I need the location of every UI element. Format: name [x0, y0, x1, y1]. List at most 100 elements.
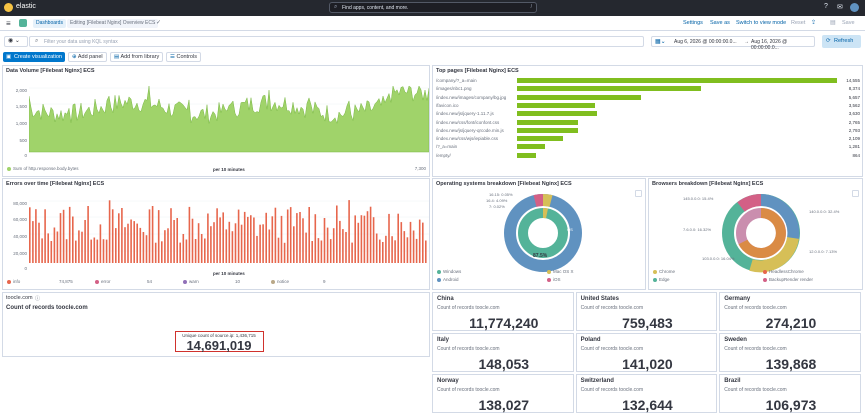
- add-from-library-button[interactable]: ▤ Add from library: [110, 52, 164, 62]
- y-tick: 40,000: [13, 234, 27, 239]
- reset-link[interactable]: Reset: [791, 20, 806, 26]
- error-bar: [142, 232, 145, 263]
- kql-search-input[interactable]: ⌕ Filter your data using KQL syntax: [29, 36, 644, 47]
- error-bar: [133, 221, 135, 263]
- date-end[interactable]: Aug 16, 2026 @ 00:00:00.0...: [751, 39, 788, 51]
- error-bar: [53, 227, 56, 263]
- error-bar: [151, 206, 154, 263]
- metric-tile[interactable]: China Count of records toocle.com 11,774,2…: [432, 292, 574, 331]
- bar[interactable]: [517, 136, 564, 142]
- unique-count-panel[interactable]: toocle.com ⓘ Count of records toocle.com…: [2, 292, 430, 357]
- add-panel-button[interactable]: ⊕ Add panel: [68, 52, 107, 62]
- bar[interactable]: [517, 102, 596, 108]
- create-visualization-button[interactable]: ▣ Create visualization: [3, 52, 65, 62]
- legend-label[interactable]: Sum of http.response.body.bytes: [13, 166, 79, 171]
- legend-label[interactable]: Edge: [659, 277, 670, 282]
- legend-value: 74,875: [59, 279, 73, 284]
- bar[interactable]: [517, 152, 536, 158]
- filter-menu-button[interactable]: ◉ ⌄: [4, 36, 28, 47]
- elastic-logo-icon[interactable]: [4, 3, 13, 12]
- settings-link[interactable]: Settings: [683, 20, 703, 26]
- country-metrics-grid: China Count of records toocle.com 11,774,2…: [432, 292, 863, 416]
- tick-label: /favicon.ico: [436, 102, 459, 108]
- legend-label[interactable]: info: [13, 279, 21, 284]
- error-bar: [225, 229, 228, 263]
- legend-label[interactable]: Chrome: [659, 269, 676, 274]
- legend-label[interactable]: notice: [277, 279, 290, 284]
- news-icon[interactable]: ✉: [837, 4, 843, 11]
- top-header: elastic ⌕ Find apps, content, and more. …: [0, 0, 865, 16]
- legend-label[interactable]: Android: [443, 277, 459, 282]
- metric-tile[interactable]: Norway Count of records toocle.com 138,027: [432, 374, 574, 413]
- y-tick: 20,000: [13, 251, 27, 256]
- metric-tile[interactable]: Germany Count of records toocle.com 274,21…: [719, 292, 861, 331]
- os-breakdown-panel[interactable]: Operating systems breakdown [Filebeat Ng…: [432, 178, 646, 290]
- avatar[interactable]: [850, 3, 859, 12]
- data-label: 864: [852, 152, 860, 158]
- info-icon[interactable]: ⓘ: [35, 296, 41, 302]
- help-icon[interactable]: ?: [824, 3, 828, 10]
- space-avatar[interactable]: [19, 19, 27, 27]
- error-bar: [320, 240, 323, 263]
- error-bar: [161, 241, 163, 263]
- error-bar: [397, 213, 399, 263]
- global-search-input[interactable]: ⌕ Find apps, content, and more. /: [329, 2, 537, 13]
- panel-options-icon[interactable]: [635, 190, 642, 197]
- panel-options-icon[interactable]: [852, 190, 859, 197]
- error-bar: [250, 215, 252, 263]
- errors-panel[interactable]: Errors over time [Filebeat Nginx] ECS 80…: [2, 178, 430, 290]
- legend-label[interactable]: iOS: [553, 277, 561, 282]
- metric-subtitle: Count of records toocle.com: [437, 387, 500, 393]
- bar[interactable]: [517, 94, 642, 100]
- legend-label[interactable]: Mac OS X: [553, 269, 574, 274]
- save-button[interactable]: Save: [842, 20, 855, 26]
- bar[interactable]: [517, 111, 597, 117]
- legend-label[interactable]: BackupRender render: [769, 277, 814, 282]
- calendar-icon[interactable]: ▦⌄: [655, 39, 666, 45]
- metric-subtitle: Count of records toocle.com: [724, 387, 787, 393]
- bar[interactable]: [517, 86, 702, 92]
- error-bar: [286, 209, 289, 263]
- controls-label: Controls: [176, 54, 197, 60]
- legend-value: 10: [235, 279, 241, 284]
- metric-tile[interactable]: Italy Count of records toocle.com 148,053: [432, 333, 574, 372]
- bar[interactable]: [517, 144, 546, 150]
- legend-label[interactable]: warn: [189, 279, 199, 284]
- error-bar: [418, 219, 421, 263]
- bar[interactable]: [517, 78, 837, 83]
- metric-value: 11,774,240: [469, 315, 539, 331]
- metric-tile[interactable]: Poland Count of records toocle.com 141,020: [575, 333, 718, 372]
- controls-button[interactable]: ☰ Controls: [166, 52, 201, 62]
- error-bar: [29, 207, 31, 263]
- legend-swatch: [653, 278, 657, 282]
- legend-label[interactable]: Windows: [443, 269, 462, 274]
- date-picker[interactable]: ▦⌄ Aug 6, 2026 @ 00:00:00.0... → Aug 16,…: [651, 36, 815, 51]
- legend-label[interactable]: error: [101, 279, 111, 284]
- data-volume-panel[interactable]: Data Volume [Filebeat Nginx] ECS 2,000 1…: [2, 65, 430, 177]
- metric-tile[interactable]: Brazil Count of records toocle.com 106,973: [719, 374, 861, 413]
- share-icon[interactable]: ⇪: [811, 20, 817, 26]
- breadcrumb-dashboards[interactable]: Dashboards: [33, 19, 66, 28]
- metric-tile[interactable]: Switzerland Count of records toocle.com 13…: [575, 374, 718, 413]
- error-bar: [216, 208, 218, 263]
- error-bar: [231, 231, 234, 263]
- y-tick: 0: [24, 153, 27, 158]
- metric-value: 274,210: [765, 315, 817, 331]
- bar[interactable]: [517, 127, 579, 133]
- filter-icon: ◉ ⌄: [8, 38, 20, 44]
- date-start[interactable]: Aug 6, 2026 @ 00:00:00.0...: [674, 39, 737, 45]
- switch-view-link[interactable]: Switch to view mode: [736, 20, 787, 26]
- save-as-link[interactable]: Save as: [710, 20, 730, 26]
- metric-subtitle: Count of records toocle.com: [724, 346, 787, 352]
- highlight-box: Unique count of source.ip: 1,436,715 14,…: [175, 331, 264, 353]
- refresh-button[interactable]: ⟳ Refresh: [822, 35, 861, 48]
- legend-label[interactable]: HeadlessChrome: [769, 269, 804, 274]
- metric-tile[interactable]: Sweden Count of records toocle.com 139,868: [719, 333, 861, 372]
- metric-tile[interactable]: United States Count of records toocle.com…: [575, 292, 718, 331]
- browsers-breakdown-panel[interactable]: Browsers breakdown [Filebeat Nginx] ECS …: [648, 178, 863, 290]
- bar[interactable]: [517, 119, 578, 125]
- error-bar: [194, 239, 197, 263]
- error-bar: [204, 238, 206, 263]
- menu-icon[interactable]: ≡: [6, 19, 11, 28]
- top-pages-panel[interactable]: Top pages [Filebeat Nginx] ECS /company/…: [432, 65, 863, 177]
